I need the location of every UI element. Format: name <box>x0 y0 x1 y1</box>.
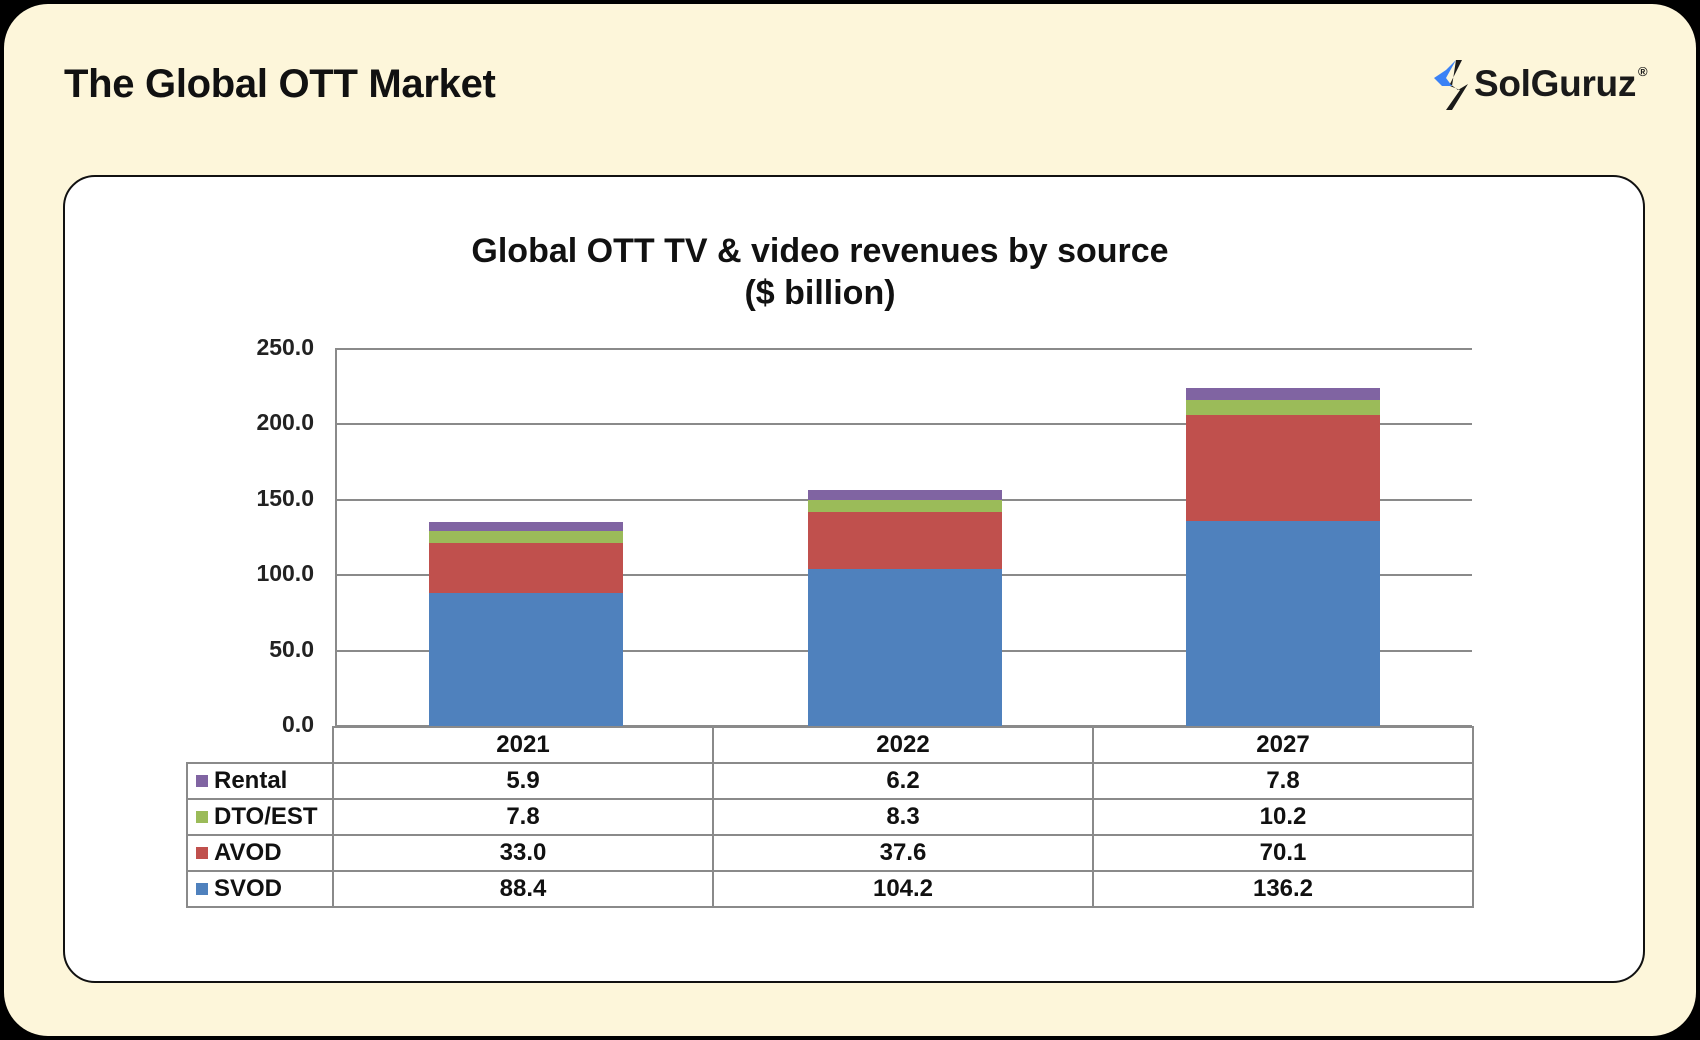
bar-segment-avod <box>1185 414 1380 521</box>
category-header: 2027 <box>1092 726 1474 764</box>
table-row-rental: Rental 5.9 6.2 7.8 <box>186 762 1474 800</box>
bar-segment-avod <box>807 512 1002 569</box>
table-row-dto-est: DTO/EST 7.8 8.3 10.2 <box>186 798 1474 836</box>
legend-label: SVOD <box>214 875 283 902</box>
legend-swatch-avod <box>196 847 208 859</box>
bar-segment-rental <box>429 522 624 532</box>
gridline <box>337 348 1472 350</box>
y-tick-label: 0.0 <box>282 711 314 737</box>
table-cell: 6.2 <box>712 762 1094 800</box>
table-cell: 37.6 <box>712 834 1094 872</box>
bar-segment-rental <box>807 490 1002 500</box>
bar-segment-svod <box>429 592 624 726</box>
bar-segment-rental <box>1185 387 1380 400</box>
bar-segment-dto-est <box>807 499 1002 513</box>
y-tick-label: 50.0 <box>269 636 314 662</box>
table-cell: 10.2 <box>1092 798 1474 836</box>
table-cell: 88.4 <box>332 870 714 908</box>
gridline <box>337 423 1472 425</box>
bar-segment-avod <box>429 542 624 593</box>
solguruz-logo[interactable]: SolGuruz ® <box>1432 56 1648 112</box>
data-table: 2021 2022 2027 Rental 5.9 6.2 7.8 DTO/ES… <box>186 726 1474 908</box>
bar-segment-dto-est <box>1185 399 1380 415</box>
table-cell: 7.8 <box>1092 762 1474 800</box>
legend-label: Rental <box>214 767 288 794</box>
legend-label: AVOD <box>214 839 282 866</box>
legend-swatch-rental <box>196 775 208 787</box>
legend-label: DTO/EST <box>214 803 318 830</box>
table-cell: 104.2 <box>712 870 1094 908</box>
table-row-svod: SVOD 88.4 104.2 136.2 <box>186 870 1474 908</box>
chart-subtitle: ($ billion) <box>744 274 896 312</box>
legend-swatch-dto-est <box>196 811 208 823</box>
y-tick-label: 150.0 <box>256 485 314 511</box>
page-title: The Global OTT Market <box>64 62 496 106</box>
bar-2022 <box>807 490 1002 726</box>
table-cell: 33.0 <box>332 834 714 872</box>
bar-2027 <box>1185 387 1380 726</box>
bar-segment-svod <box>807 568 1002 726</box>
table-cell: 5.9 <box>332 762 714 800</box>
y-tick-label: 250.0 <box>256 334 314 360</box>
chart-title: Global OTT TV & video revenues by source <box>471 232 1169 270</box>
logo-text: SolGuruz <box>1474 63 1637 104</box>
table-cell: 70.1 <box>1092 834 1474 872</box>
table-cell: 136.2 <box>1092 870 1474 908</box>
y-tick-label: 100.0 <box>256 560 314 586</box>
table-cell: 8.3 <box>712 798 1094 836</box>
table-cell: 7.8 <box>332 798 714 836</box>
category-header: 2022 <box>712 726 1094 764</box>
legend-swatch-svod <box>196 883 208 895</box>
table-row-avod: AVOD 33.0 37.6 70.1 <box>186 834 1474 872</box>
category-header: 2021 <box>332 726 714 764</box>
y-tick-label: 200.0 <box>256 409 314 435</box>
solguruz-logo-icon <box>1434 60 1468 110</box>
bar-segment-svod <box>1185 520 1380 726</box>
registered-mark: ® <box>1638 64 1648 79</box>
bar-2021 <box>429 522 624 726</box>
plot-area <box>335 348 1472 727</box>
gridline <box>337 725 1472 727</box>
bar-segment-dto-est <box>429 531 624 543</box>
table-header-row: 2021 2022 2027 <box>187 726 1474 764</box>
